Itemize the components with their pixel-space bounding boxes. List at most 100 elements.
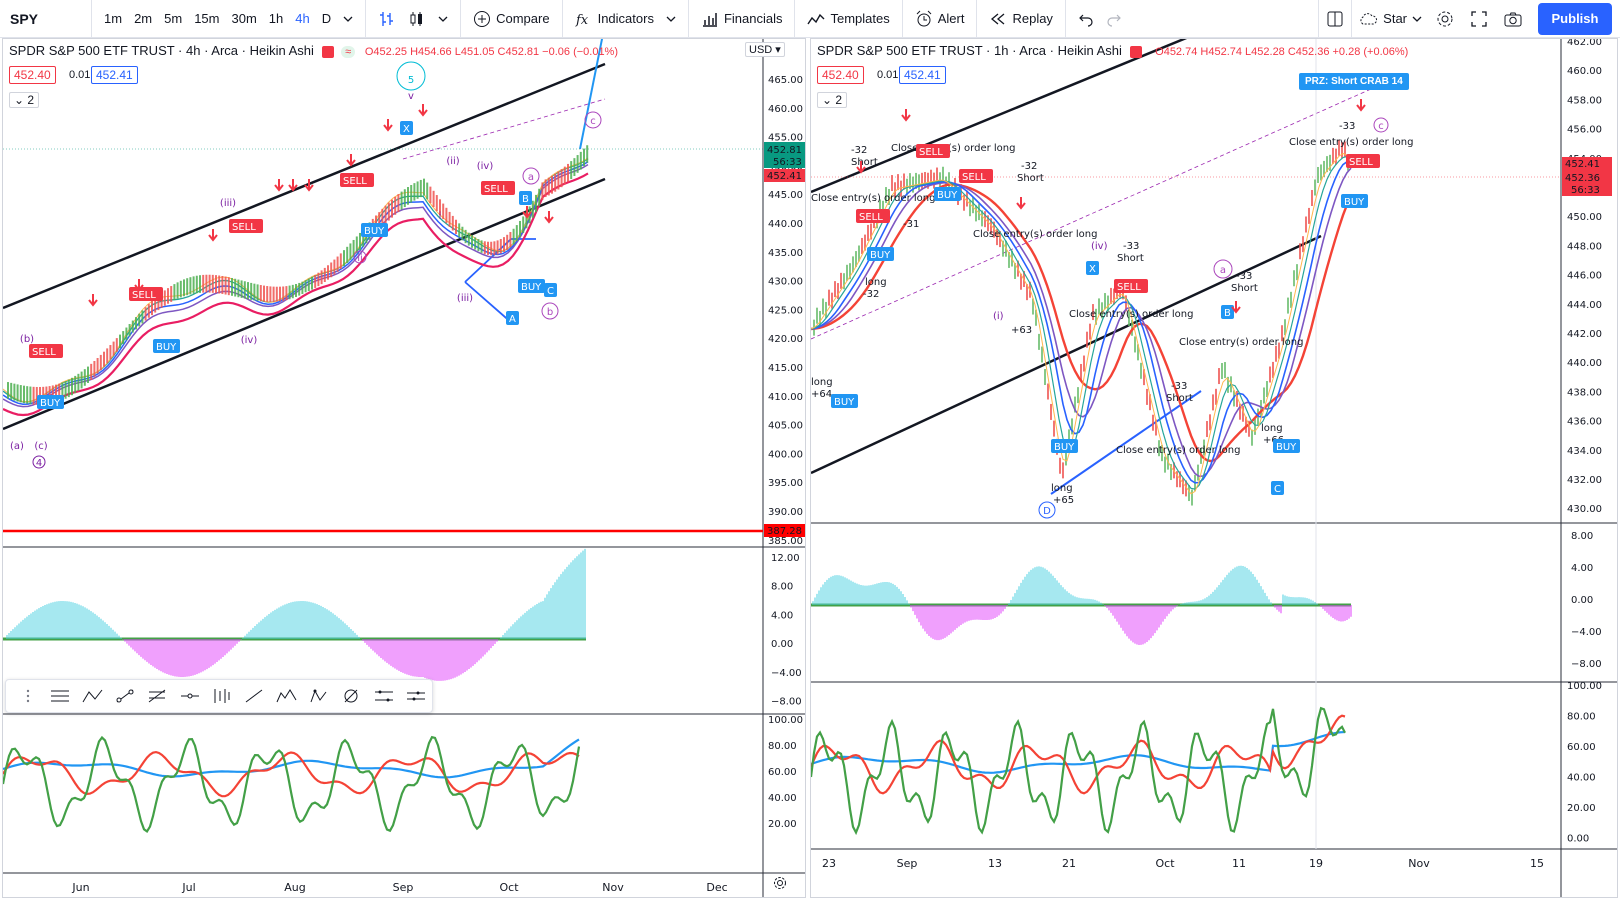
interval-dropdown-chevron-down-icon[interactable] xyxy=(337,0,359,38)
left-candle xyxy=(323,267,326,282)
indicators-button[interactable]: fx Indicators xyxy=(569,0,660,38)
right-candle xyxy=(870,223,872,240)
channel-tool-icon[interactable] xyxy=(367,681,399,711)
interval-30m[interactable]: 30m xyxy=(231,10,257,26)
alert-button[interactable]: Alert xyxy=(909,0,971,38)
left-chart-canvas[interactable]: 465.00 460.00 455.00 4 5 0.00 445.00 440.00 435.… xyxy=(3,39,806,898)
fib-tool-icon[interactable] xyxy=(141,681,173,711)
right-buy-2: BUY xyxy=(870,250,891,261)
fullscreen-icon[interactable] xyxy=(1462,0,1496,38)
right-candle xyxy=(1254,418,1256,435)
left-candle xyxy=(317,272,320,287)
left-marker-X: X xyxy=(403,124,410,135)
left-collapse-indicators[interactable]: ⌄ 2 xyxy=(9,92,40,108)
chart-settings-gear-icon[interactable] xyxy=(773,876,787,895)
left-chart-panel[interactable]: 465.00 460.00 455.00 4 5 0.00 445.00 440.00 435.… xyxy=(2,38,806,898)
right-ask-price[interactable]: 452.41 xyxy=(899,66,946,84)
left-sell-arrow-10 xyxy=(522,206,532,219)
left-currency-selector[interactable]: USD ▾ xyxy=(745,42,785,57)
chart-type-chevron-down-icon[interactable] xyxy=(432,0,454,38)
symbol-search[interactable]: SPY xyxy=(0,0,92,38)
interval-4h[interactable]: 4h xyxy=(295,10,310,26)
left-bid-price[interactable]: 452.40 xyxy=(9,66,56,84)
right-candle xyxy=(1326,156,1328,173)
left-candle xyxy=(467,232,470,246)
right-time-tick: 15 xyxy=(1530,857,1544,870)
left-candle xyxy=(71,377,73,396)
financials-button[interactable]: Financials xyxy=(695,0,789,38)
bar-chart-icon[interactable] xyxy=(372,0,402,38)
interval-D[interactable]: D xyxy=(321,10,332,26)
interval-2m[interactable]: 2m xyxy=(134,10,153,26)
left-candle xyxy=(557,171,560,190)
pattern-tool-icon[interactable] xyxy=(303,681,335,711)
right-chart-panel[interactable]: 462.00460.00458.00456.00454.00452.00450.… xyxy=(810,38,1618,898)
right-candle xyxy=(1263,387,1265,404)
right-candle xyxy=(1092,304,1094,321)
right-collapse-indicators[interactable]: ⌄ 2 xyxy=(817,92,848,108)
right-price-tick: 460.00 xyxy=(1567,66,1602,77)
left-price-tick: 415.00 xyxy=(768,363,803,374)
left-buy-1: BUY xyxy=(40,398,61,409)
redo-icon[interactable] xyxy=(1100,0,1128,38)
right-last-price: 452.41 xyxy=(1565,159,1600,170)
right-ann-long-1: long xyxy=(811,377,833,388)
prz-label[interactable]: PRZ: Short CRAB 14 xyxy=(1299,73,1409,90)
right-price-tick: 434.00 xyxy=(1567,446,1602,457)
interval-1h[interactable]: 1h xyxy=(268,10,284,26)
publish-button[interactable]: Publish xyxy=(1538,3,1612,35)
left-candle xyxy=(439,199,441,216)
elliott-wave-tool-icon[interactable] xyxy=(271,681,303,711)
left-sell-arrow-0 xyxy=(88,294,98,307)
projection-line xyxy=(579,39,604,150)
layout-split-icon[interactable] xyxy=(1318,0,1353,38)
right-time-tick: 11 xyxy=(1232,857,1246,870)
right-chart-canvas[interactable]: 462.00460.00458.00456.00454.00452.00450.… xyxy=(811,39,1618,898)
left-legend-toggle[interactable] xyxy=(321,45,334,58)
abc-pattern-tool-icon[interactable] xyxy=(77,681,109,711)
replay-button[interactable]: Replay xyxy=(983,0,1058,38)
left-candle xyxy=(144,307,147,321)
line-tool-icon[interactable] xyxy=(238,681,270,711)
trend-line-tool-icon[interactable] xyxy=(109,681,141,711)
undo-icon[interactable] xyxy=(1072,0,1100,38)
right-buy-3-bg xyxy=(934,187,961,201)
compare-button[interactable]: Compare xyxy=(467,0,555,38)
indicators-chevron-down-icon[interactable] xyxy=(660,0,682,38)
left-candle xyxy=(157,295,160,311)
left-legend-indicator[interactable]: ≈ xyxy=(341,45,356,58)
left-candle xyxy=(483,241,486,255)
right-price-tick: 450.00 xyxy=(1567,212,1602,223)
left-candle xyxy=(122,331,125,345)
left-candle xyxy=(195,275,198,294)
spiral-tool-icon[interactable] xyxy=(335,681,367,711)
horizontal-ray-tool-icon[interactable] xyxy=(174,681,206,711)
right-legend-toggle[interactable] xyxy=(1129,45,1142,58)
ray-tool-icon[interactable] xyxy=(400,681,432,711)
drag-handle-icon[interactable] xyxy=(12,681,44,711)
right-candle xyxy=(855,251,857,268)
right-candle xyxy=(1308,207,1310,224)
candles-icon[interactable] xyxy=(402,0,432,38)
left-candle xyxy=(179,280,182,298)
left-ask-price[interactable]: 452.41 xyxy=(91,66,138,84)
left-price-tick: 410.00 xyxy=(768,392,803,403)
left-wave-b: (b) xyxy=(20,334,34,345)
right-bid-price[interactable]: 452.40 xyxy=(817,66,864,84)
layout-name-button[interactable]: Star xyxy=(1352,0,1428,38)
right-candle xyxy=(885,187,887,204)
interval-5m[interactable]: 5m xyxy=(164,10,183,26)
templates-button[interactable]: Templates xyxy=(801,0,895,38)
interval-1m[interactable]: 1m xyxy=(104,10,123,26)
right-candle xyxy=(1110,287,1112,304)
camera-icon[interactable] xyxy=(1496,0,1530,38)
plus-circle-icon xyxy=(474,10,491,27)
horizontal-lines-tool-icon[interactable] xyxy=(44,681,76,711)
settings-gear-icon[interactable] xyxy=(1428,0,1462,38)
interval-15m[interactable]: 15m xyxy=(194,10,220,26)
left-candle xyxy=(151,301,153,316)
left-price-tick: 435.00 xyxy=(768,248,803,259)
left-candle xyxy=(333,259,336,275)
right-sell-5: SELL xyxy=(1349,157,1373,168)
measure-tool-icon[interactable] xyxy=(206,681,238,711)
